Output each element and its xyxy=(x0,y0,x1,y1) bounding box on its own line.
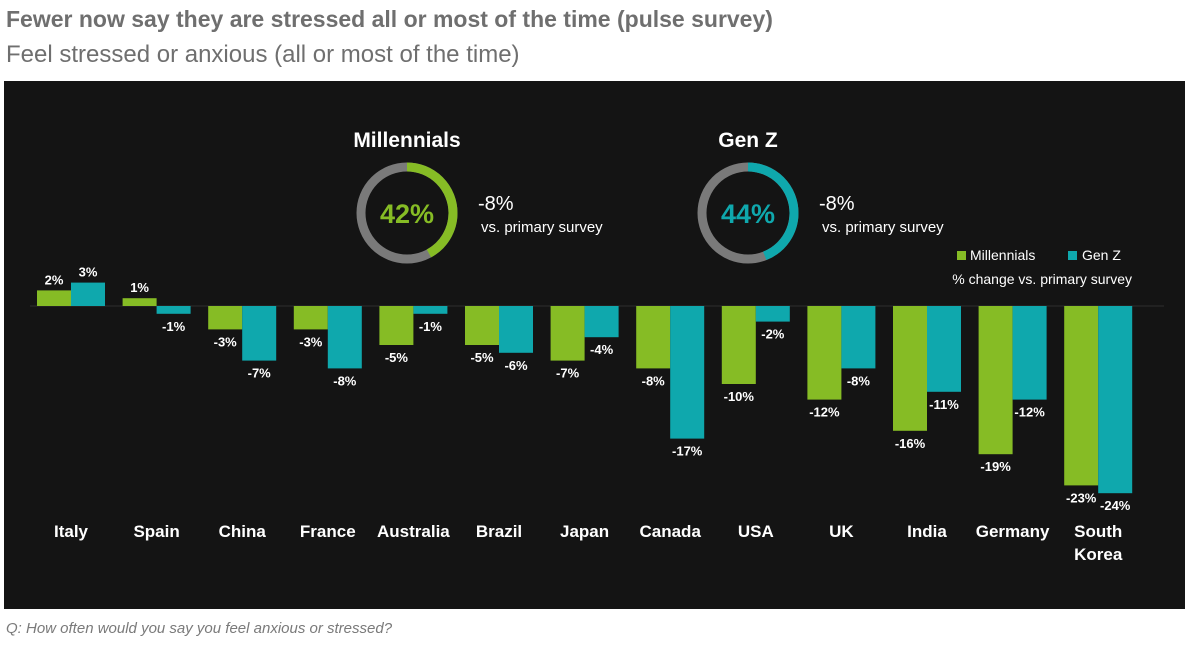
bar-usa-millennials xyxy=(721,306,756,384)
data-label-china-gen-z: -7% xyxy=(248,366,272,381)
millennials-summary: Millennials 42% -8% vs. primary survey xyxy=(353,129,603,264)
legend-note: % change vs. primary survey xyxy=(952,271,1132,287)
category-label-spain: Spain xyxy=(133,522,179,541)
genz-ring-value xyxy=(697,162,799,264)
millennials-summary-label: Millennials xyxy=(353,129,460,152)
category-label-italy: Italy xyxy=(54,522,89,541)
legend-swatch-millennials xyxy=(957,251,966,260)
category-label-uk: UK xyxy=(829,522,854,541)
data-label-china-millennials: -3% xyxy=(214,334,238,349)
data-label-usa-gen-z: -2% xyxy=(761,327,785,342)
data-label-india-millennials: -16% xyxy=(895,436,926,451)
legend-label-millennials: Millennials xyxy=(970,247,1035,263)
bar-australia-millennials xyxy=(379,306,414,345)
category-label-china: China xyxy=(219,522,267,541)
data-label-france-gen-z: -8% xyxy=(333,373,357,388)
category-label-brazil: Brazil xyxy=(476,522,522,541)
data-label-usa-millennials: -10% xyxy=(724,389,755,404)
bar-japan-millennials xyxy=(550,306,585,361)
bar-spain-gen-z xyxy=(156,306,191,314)
category-label-france: France xyxy=(300,522,356,541)
data-label-australia-gen-z: -1% xyxy=(419,319,443,334)
bar-brazil-gen-z xyxy=(499,306,533,353)
data-label-spain-millennials: 1% xyxy=(130,280,149,295)
millennials-summary-value: 42% xyxy=(380,199,434,229)
chart-panel: Millennials 42% -8% vs. primary survey G… xyxy=(4,81,1185,609)
legend: Millennials Gen Z % change vs. primary s… xyxy=(952,247,1132,287)
legend-swatch-genz xyxy=(1068,251,1077,260)
data-label-brazil-gen-z: -6% xyxy=(504,358,528,373)
bar-italy-millennials xyxy=(37,290,71,306)
genz-summary: Gen Z 44% -8% vs. primary survey xyxy=(697,129,944,264)
bar-canada-gen-z xyxy=(670,306,705,439)
data-label-uk-gen-z: -8% xyxy=(847,373,871,388)
data-label-germany-millennials: -19% xyxy=(980,459,1011,474)
millennials-summary-change: -8% xyxy=(478,193,514,215)
category-label-india: India xyxy=(907,522,947,541)
chart-title: Fewer now say they are stressed all or m… xyxy=(6,6,773,32)
legend-label-genz: Gen Z xyxy=(1082,247,1121,263)
bar-canada-millennials xyxy=(636,306,671,369)
data-label-canada-gen-z: -17% xyxy=(672,444,703,459)
data-label-south-korea-gen-z: -24% xyxy=(1100,498,1131,513)
category-labels: Italy Spain China France Australia Brazil Japa… xyxy=(54,522,1123,564)
data-label-india-gen-z: -11% xyxy=(929,397,959,412)
data-label-spain-gen-z: -1% xyxy=(162,319,186,334)
category-label-canada: Canada xyxy=(639,522,701,541)
data-label-canada-millennials: -8% xyxy=(642,373,666,388)
bar-china-gen-z xyxy=(242,306,277,361)
data-label-brazil-millennials: -5% xyxy=(470,350,494,365)
bar-chart: Millennials 42% -8% vs. primary survey G… xyxy=(30,129,1164,564)
bar-south-korea-gen-z xyxy=(1098,306,1133,494)
data-labels: 2% 3% 1% -1% -3% -7% -3% -8% -5% -1% -5% -6% -7% -4% -… xyxy=(45,265,1131,514)
data-label-australia-millennials: -5% xyxy=(385,350,409,365)
data-label-italy-gen-z: 3% xyxy=(79,265,98,280)
bar-australia-gen-z xyxy=(413,306,448,314)
category-label-usa: USA xyxy=(738,522,774,541)
data-label-japan-millennials: -7% xyxy=(556,366,580,381)
bar-germany-millennials xyxy=(978,306,1013,455)
bar-germany-gen-z xyxy=(1012,306,1047,400)
genz-summary-value: 44% xyxy=(721,199,775,229)
bars xyxy=(37,282,1133,494)
data-label-france-millennials: -3% xyxy=(299,334,323,349)
chart-subtitle: Feel stressed or anxious (all or most of… xyxy=(6,41,520,68)
data-label-japan-gen-z: -4% xyxy=(590,342,614,357)
category-label-south-korea: South Korea xyxy=(1074,522,1123,564)
survey-question-footnote: Q: How often would you say you feel anxi… xyxy=(6,620,393,637)
bar-india-gen-z xyxy=(927,306,961,392)
bar-japan-gen-z xyxy=(584,306,619,338)
bar-uk-gen-z xyxy=(841,306,876,369)
bar-france-millennials xyxy=(293,306,328,330)
data-label-uk-millennials: -12% xyxy=(809,405,840,420)
bar-france-gen-z xyxy=(327,306,362,369)
bar-usa-gen-z xyxy=(755,306,790,322)
genz-summary-change: -8% xyxy=(819,193,855,215)
category-label-japan: Japan xyxy=(560,522,609,541)
category-label-germany: Germany xyxy=(976,522,1050,541)
millennials-summary-note: vs. primary survey xyxy=(481,219,603,236)
genz-summary-note: vs. primary survey xyxy=(822,219,944,236)
bar-china-millennials xyxy=(208,306,243,330)
genz-summary-label: Gen Z xyxy=(718,129,778,152)
bar-south-korea-millennials xyxy=(1064,306,1099,486)
data-label-south-korea-millennials: -23% xyxy=(1066,490,1097,505)
bar-uk-millennials xyxy=(807,306,842,400)
data-label-italy-millennials: 2% xyxy=(45,272,64,287)
bar-spain-millennials xyxy=(122,298,157,306)
bar-india-millennials xyxy=(893,306,927,431)
bar-brazil-millennials xyxy=(465,306,499,345)
category-label-australia: Australia xyxy=(377,522,450,541)
millennials-ring-value xyxy=(356,162,458,264)
bar-italy-gen-z xyxy=(71,282,105,306)
data-label-germany-gen-z: -12% xyxy=(1014,405,1045,420)
